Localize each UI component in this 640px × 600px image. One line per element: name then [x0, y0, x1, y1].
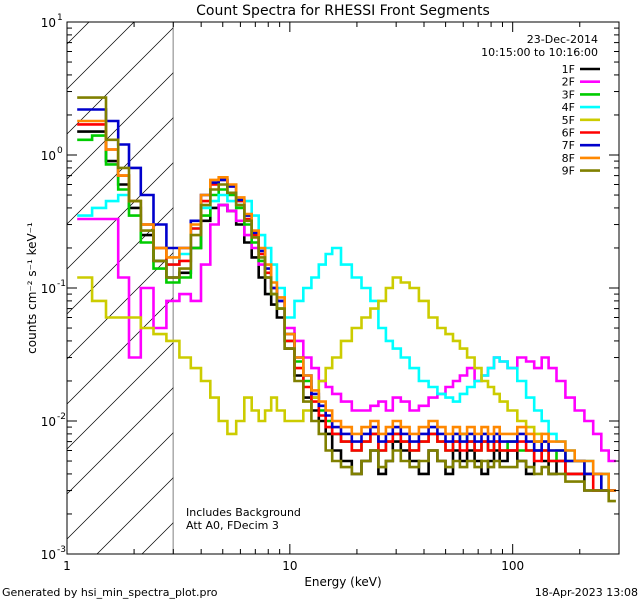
- legend-label-2f: 2F: [562, 76, 575, 89]
- y-tick-exponent: 0: [57, 146, 63, 156]
- x-axis: 1 10 100: [63, 22, 620, 573]
- legend-date: 23-Dec-2014: [527, 33, 598, 46]
- note-attenuator: Att A0, FDecim 3: [186, 519, 279, 532]
- legend-label-4f: 4F: [562, 101, 575, 114]
- hatch-line: [67, 432, 174, 540]
- y-tick-label: 10: [41, 415, 56, 429]
- series-6f: [77, 123, 616, 492]
- series-9f: [77, 96, 616, 503]
- legend-label-3f: 3F: [562, 88, 575, 101]
- hatch-line: [67, 387, 174, 495]
- hatch-line: [67, 252, 174, 360]
- x-axis-label: Energy (keV): [304, 575, 381, 589]
- footer-generated-by: Generated by hsi_min_spectra_plot.pro: [2, 586, 218, 599]
- legend-label-9f: 9F: [562, 165, 575, 178]
- x-tick-label: 100: [501, 559, 524, 573]
- y-axis-label: counts cm⁻² s⁻¹ keV⁻¹: [25, 222, 39, 354]
- y-tick-exponent: -3: [57, 545, 66, 555]
- legend-label-6f: 6F: [562, 127, 575, 140]
- legend-label-1f: 1F: [562, 63, 575, 76]
- series-4f: [77, 193, 616, 492]
- y-tick-exponent: -2: [57, 412, 66, 422]
- chart-title: Count Spectra for RHESSI Front Segments: [196, 3, 490, 19]
- note-background: Includes Background: [186, 506, 301, 519]
- footer-timestamp: 18-Apr-2023 13:08: [535, 586, 638, 599]
- y-tick-exponent: 1: [57, 13, 63, 23]
- series-8f: [77, 119, 616, 492]
- hatch-line: [67, 72, 174, 180]
- excluded-energy-region: [67, 22, 174, 554]
- series-layer: [77, 96, 616, 503]
- legend-label-5f: 5F: [562, 114, 575, 127]
- y-tick-exponent: -1: [57, 279, 66, 289]
- y-tick-label: 10: [41, 149, 56, 163]
- legend-time-range: 10:15:00 to 10:16:00: [481, 46, 598, 59]
- legend-label-8f: 8F: [562, 152, 575, 165]
- y-tick-label: 10: [41, 16, 56, 30]
- series-5f: [77, 276, 616, 492]
- x-tick-label: 1: [63, 559, 71, 573]
- y-tick-label: 10: [41, 548, 56, 562]
- legend-label-7f: 7F: [562, 139, 575, 152]
- x-tick-label: 10: [282, 559, 297, 573]
- series-2f: [77, 203, 616, 463]
- y-tick-label: 10: [41, 282, 56, 296]
